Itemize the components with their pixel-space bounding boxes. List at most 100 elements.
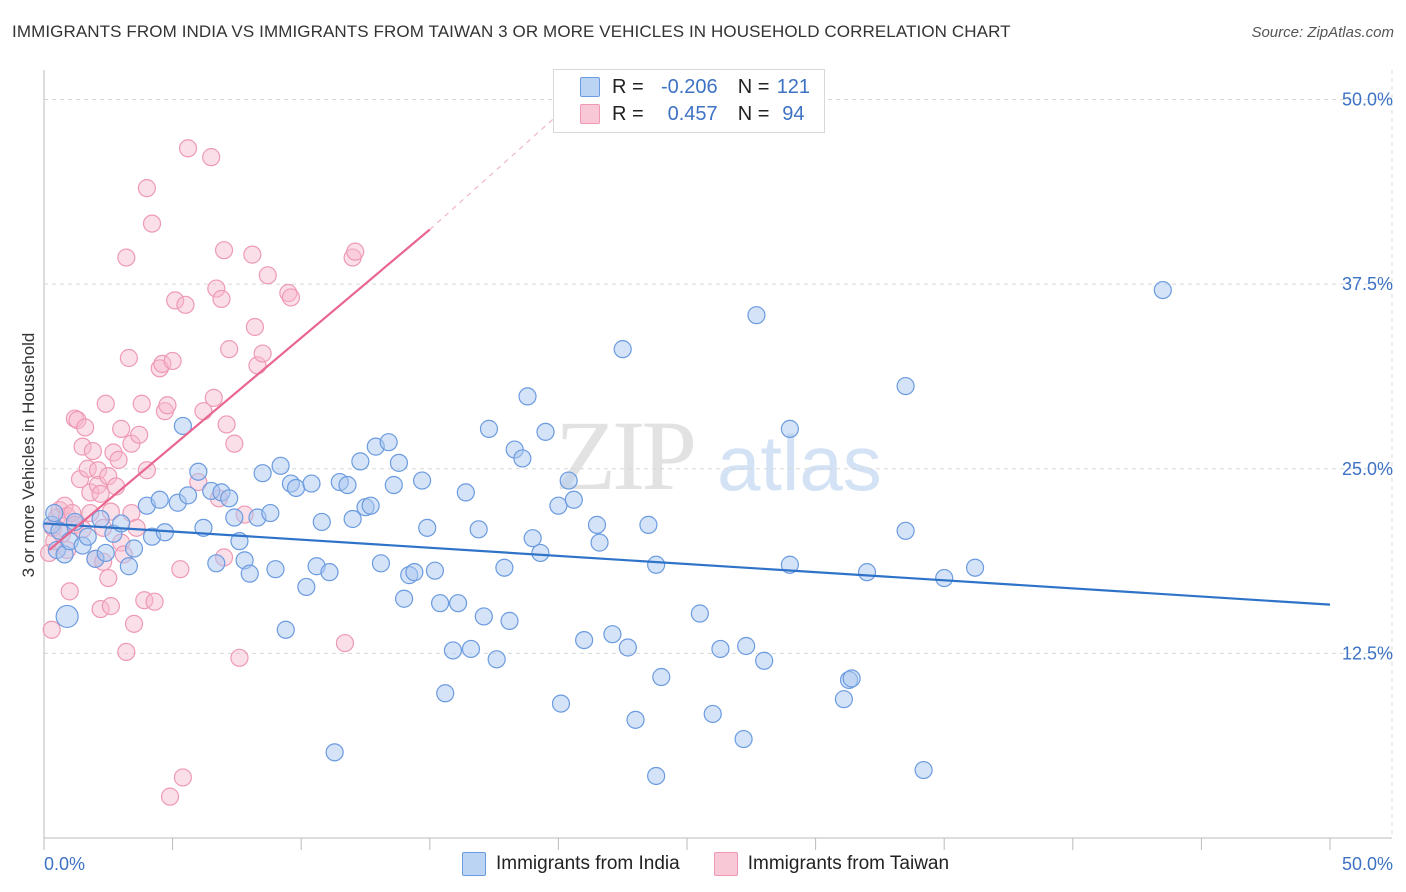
taiwan-point [258,266,277,285]
india-point [652,667,671,687]
india-point [603,625,622,644]
taiwan-point [83,441,102,461]
taiwan-point [130,425,149,444]
taiwan-point [96,394,115,413]
india-point [456,483,475,502]
taiwan-point [137,179,156,198]
taiwan-swatch [580,104,600,124]
taiwan-point [171,560,190,579]
watermark-atlas: atlas [717,419,882,507]
india-point [780,555,799,574]
india-point [479,419,499,438]
taiwan-point [243,245,262,264]
india-point [474,607,493,626]
india-point [430,594,450,613]
taiwan-point [166,291,185,310]
taiwan-point [212,289,231,309]
india-point [842,669,861,688]
india-point [194,518,213,537]
india-point [96,543,115,563]
x-tick-label-min: 0.0% [44,854,85,874]
taiwan-point [207,279,226,298]
india-point [266,560,285,579]
india-point [361,496,380,515]
india-point [737,636,756,656]
legend-row-india: R = -0.206 N = 121 [554,74,817,100]
taiwan-point [202,148,221,167]
india-point [523,529,542,548]
legend-india-swatch [462,852,486,876]
india-point [711,639,730,659]
india-point [320,563,339,582]
india-point [575,630,594,650]
y-tick-label: 37.5% [1342,274,1393,294]
india-point [626,710,645,729]
taiwan-point [124,614,144,633]
legend-taiwan-label: Immigrants from Taiwan [747,853,950,874]
taiwan-point [73,437,92,456]
taiwan-point [117,248,136,267]
legend-n-value-taiwan: 94 [782,102,805,125]
india-point [55,604,79,629]
taiwan-point [99,568,118,588]
y-tick-label: 12.5% [1342,643,1393,663]
india-point [1153,280,1172,300]
india-point [189,462,208,481]
india-point [935,568,954,588]
legend-taiwan-swatch [713,852,738,876]
taiwan-point [225,434,244,453]
taiwan-point [346,242,365,261]
india-point [261,503,280,523]
india-point [253,464,272,483]
y-axis-label: 3 or more Vehicles in Household [19,333,38,578]
taiwan-point [153,354,172,374]
legend-n-label-india: N = [737,75,770,98]
india-point [338,475,357,495]
india-point [965,558,985,577]
india-point [780,419,799,438]
taiwan-point [176,295,195,314]
india-point [564,490,583,509]
taiwan-point [145,592,164,611]
india-point [551,694,571,713]
chart-title: IMMIGRANTS FROM INDIA VS IMMIGRANTS FROM… [12,22,1011,41]
taiwan-point [112,419,131,438]
india-point [173,416,192,436]
india-point [405,563,424,582]
taiwan-point [91,599,110,619]
taiwan-point [281,288,301,307]
taiwan-point [137,461,156,480]
taiwan-point [119,348,138,368]
india-point [755,651,774,670]
india-point [436,684,455,703]
taiwan-point [132,394,151,413]
india-point [587,515,607,534]
india-point [896,521,915,540]
india-point [518,387,537,406]
india-point [647,555,666,574]
taiwan-point [60,582,79,601]
india-point [371,554,391,573]
india-swatch [580,77,600,97]
legend-row-taiwan: R = 0.457 N = 94 [554,101,817,127]
india-point [325,743,344,762]
india-point [559,471,578,490]
legend-r-value-taiwan: 0.457 [667,102,718,125]
india-point [469,520,488,539]
india-point [220,489,239,508]
y-tick-label: 25.0% [1342,459,1393,479]
india-point [389,453,409,472]
india-point [343,509,362,529]
taiwan-point [76,418,95,437]
stats-legend: R = -0.206 N = 121 R = 0.457 N = 94 [553,69,825,133]
taiwan-point [117,642,136,662]
taiwan-point [109,450,128,470]
taiwan-point [245,317,265,337]
india-point [297,577,316,597]
india-point [448,594,468,613]
india-point [178,486,198,505]
india-point [513,449,532,468]
legend-r-label-india: R = [612,75,644,98]
india-point [834,690,853,709]
india-point [271,456,290,475]
